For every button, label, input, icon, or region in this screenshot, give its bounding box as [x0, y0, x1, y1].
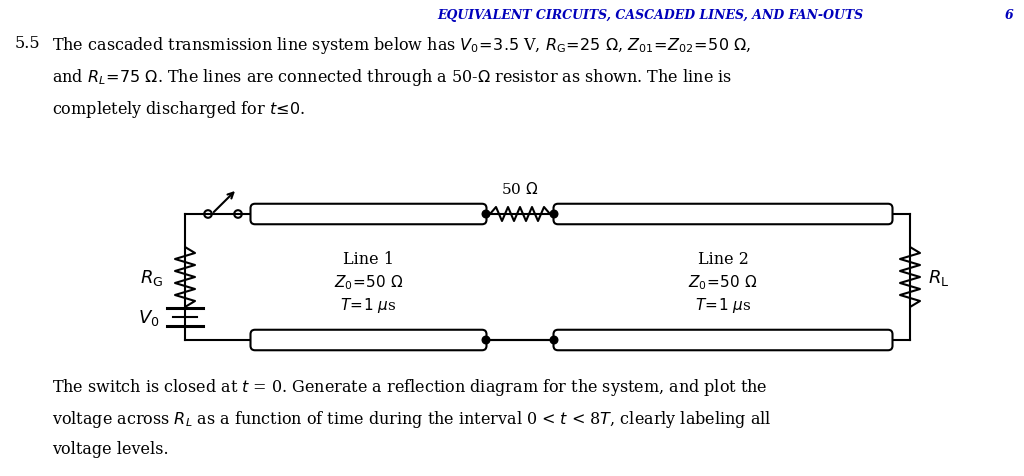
FancyBboxPatch shape [554, 330, 893, 350]
Text: $R_{\rm G}$: $R_{\rm G}$ [139, 268, 163, 288]
Circle shape [550, 337, 558, 344]
Text: Line 1: Line 1 [343, 251, 394, 268]
Text: $Z_0\!=\!50$ $\Omega$: $Z_0\!=\!50$ $\Omega$ [334, 273, 403, 292]
Circle shape [482, 337, 489, 344]
Text: 50 $\Omega$: 50 $\Omega$ [502, 180, 539, 197]
Text: $Z_0\!=\!50$ $\Omega$: $Z_0\!=\!50$ $\Omega$ [688, 273, 758, 292]
Text: 6: 6 [1005, 9, 1014, 22]
FancyBboxPatch shape [251, 330, 486, 350]
Text: Line 2: Line 2 [697, 251, 749, 268]
Text: voltage levels.: voltage levels. [52, 440, 169, 457]
Circle shape [550, 211, 558, 218]
Text: and $R_L\!=\!75$ $\Omega$. The lines are connected through a 50-$\Omega$ resisto: and $R_L\!=\!75$ $\Omega$. The lines are… [52, 67, 732, 88]
FancyBboxPatch shape [554, 204, 893, 225]
Text: The cascaded transmission line system below has $V_0\!=\!3.5$ V, $R_{\rm G}\!=\!: The cascaded transmission line system be… [52, 35, 751, 56]
FancyBboxPatch shape [251, 204, 486, 225]
Text: completely discharged for $t\!\leq\!0$.: completely discharged for $t\!\leq\!0$. [52, 99, 305, 120]
Text: 5.5: 5.5 [15, 35, 41, 52]
Text: $R_{\rm L}$: $R_{\rm L}$ [928, 268, 949, 288]
Text: voltage across $R_L$ as a function of time during the interval 0 < $t$ < 8$T$, c: voltage across $R_L$ as a function of ti… [52, 408, 771, 429]
Text: $T\!=\!1$ $\mu$s: $T\!=\!1$ $\mu$s [695, 296, 752, 315]
Circle shape [482, 211, 489, 218]
Text: The switch is closed at $t$ = 0. Generate a reflection diagram for the system, a: The switch is closed at $t$ = 0. Generat… [52, 376, 768, 397]
Text: $V_0$: $V_0$ [138, 307, 160, 327]
Text: $T\!=\!1$ $\mu$s: $T\!=\!1$ $\mu$s [340, 296, 396, 315]
Text: EQUIVALENT CIRCUITS, CASCADED LINES, AND FAN-OUTS: EQUIVALENT CIRCUITS, CASCADED LINES, AND… [437, 9, 863, 22]
